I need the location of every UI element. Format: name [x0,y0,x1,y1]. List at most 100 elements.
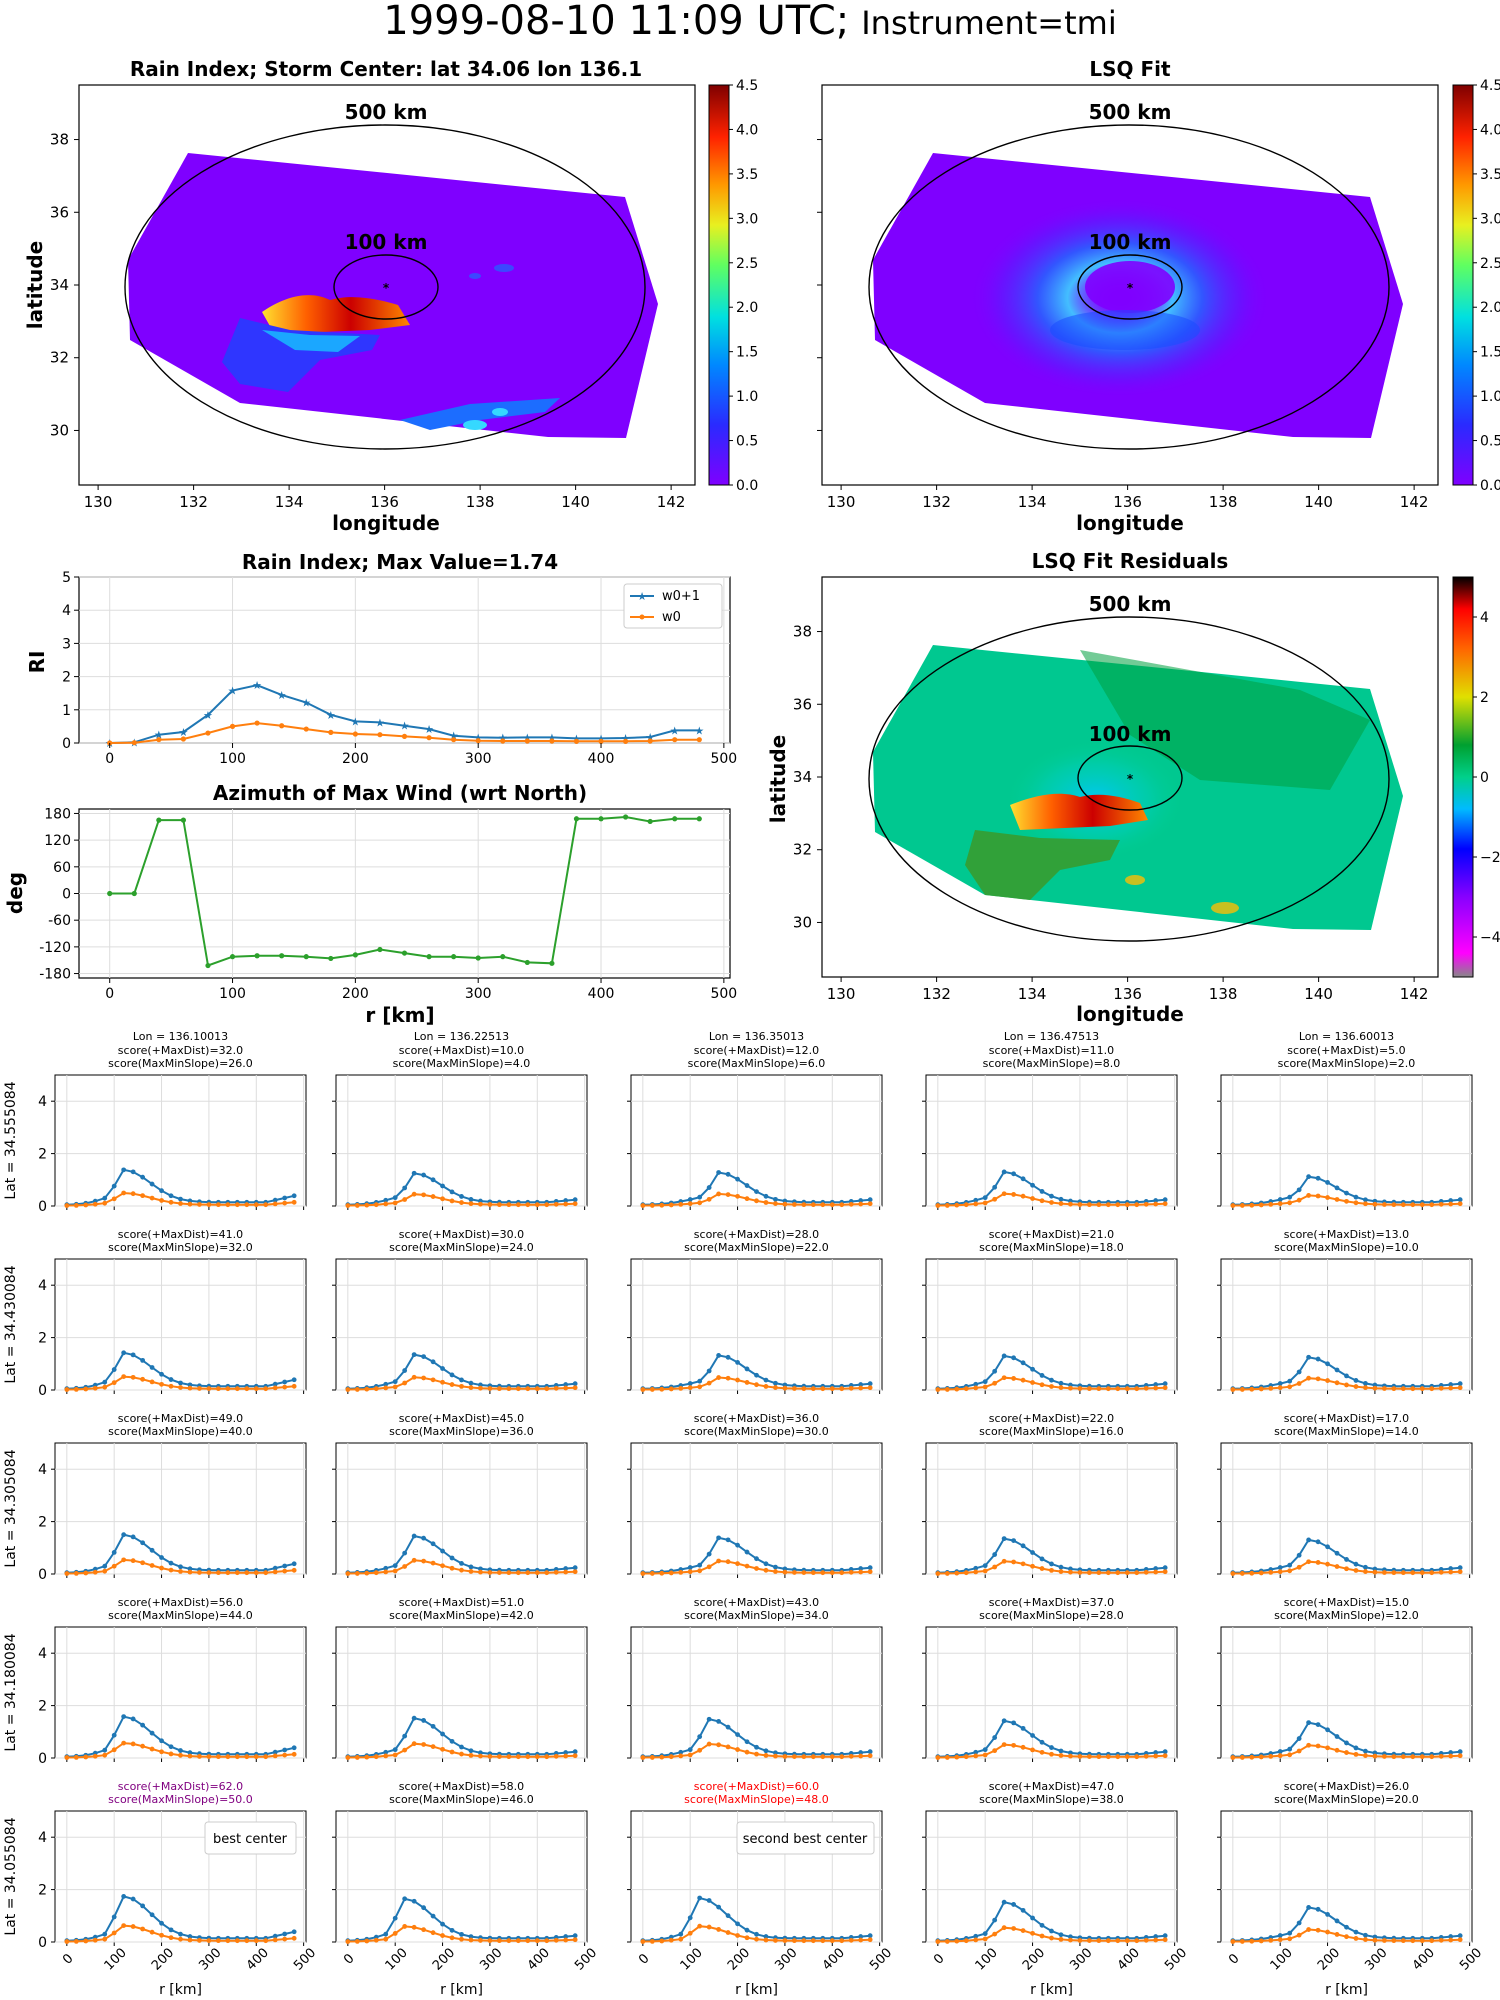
data-point [1239,1571,1245,1576]
data-point [487,1754,493,1759]
data-point [867,1933,873,1939]
data-point [178,1196,183,1202]
rain-index-profile-grid [79,576,730,744]
data-point: ★ [547,731,557,744]
ring-100km-label: 100 km [345,230,428,254]
data-point [706,1368,712,1374]
data-point [364,1386,370,1392]
fit-ring-500km-label: 500 km [1089,100,1172,124]
data-point [440,1921,445,1927]
data-point [782,1569,788,1575]
data-point [440,1746,445,1752]
data-point: ★ [350,715,360,728]
data-point [421,1927,427,1933]
xtick-label: 400 [244,1945,272,1973]
data-point [102,1747,108,1753]
score-maxminslope: score(MaxMinSlope)=34.0 [684,1609,829,1622]
residuals-colorbar-ticks: 4 2 0 −2 −4 [1473,610,1500,946]
data-point [697,1562,703,1568]
data-point [449,1198,455,1204]
data-point [291,1929,297,1935]
data-point [735,1921,740,1927]
data-point [687,1752,693,1758]
data-point [992,1917,998,1923]
data-point: ★ [400,720,410,733]
data-point [697,1568,703,1574]
data-point [572,1201,578,1207]
data-point [992,1931,998,1937]
data-point [706,1564,712,1570]
data-point [1315,1539,1321,1545]
data-point [468,1380,474,1386]
data-point [354,1571,360,1576]
data-point [763,1748,769,1754]
data-point [1162,1933,1168,1939]
data-point [402,1733,408,1739]
data-point [263,1386,269,1392]
xtick-label: 100 [383,1945,411,1973]
ytick-label: 5 [62,570,71,586]
data-point [354,1387,360,1392]
data-point [944,1571,950,1576]
data-point [622,814,629,820]
score-maxminslope: score(MaxMinSlope)=10.0 [1274,1241,1419,1254]
data-point [475,738,481,744]
xtick-label: 136 [1113,985,1142,1003]
data-point [411,1715,417,1721]
data-point [1334,1185,1340,1191]
data-point [1162,1381,1168,1387]
data-point [1153,1385,1159,1391]
data-point [1363,1197,1368,1203]
data-point [1353,1200,1359,1206]
grid-cell: 0 100 200 300 400 500 score(+MaxDist)=60.0scor… [627,1780,895,1998]
data-point [392,1200,398,1206]
data-point [1315,1193,1321,1199]
data-point [1239,1939,1245,1944]
ytick-label: 4 [62,603,71,619]
data-point [706,1185,712,1190]
data-point [973,1749,979,1755]
data-point [149,1912,155,1918]
grid-cell: Lon = 136.47513score(+MaxDist)=11.0score… [922,1030,1178,1210]
data-point [867,1201,873,1207]
data-point [180,817,187,823]
ring-500km-label: 500 km [345,100,428,124]
rain-index-profile-series: ★★★★★★★★★★★★★★★★★★★★★★★★★ [105,679,705,750]
data-point [1162,1197,1168,1203]
data-point [706,1898,712,1903]
data-point [402,1380,408,1386]
xtick-label: 0 [60,1951,76,1967]
legend-marker-w0p1: ★ [637,590,647,603]
data-point [735,1193,740,1199]
data-point [982,1931,988,1937]
data-point [1457,1565,1463,1571]
data-point [1457,1385,1463,1391]
data-point [392,1384,398,1390]
ytick-label: 4 [38,1094,47,1110]
data-point [459,1744,464,1750]
data-point [1306,1375,1312,1381]
data-point [253,1754,259,1760]
score-maxdist: score(+MaxDist)=12.0 [694,1044,819,1057]
data-point [1020,1907,1026,1913]
data-point [982,1379,988,1385]
data-point [1249,1754,1255,1760]
data-point [364,1938,370,1944]
azimuth-profile-xlabel: r [km] [365,1003,434,1027]
data-point [468,1385,474,1390]
data-point [848,1753,854,1759]
colorbar-tick-label: 4.0 [1480,122,1500,138]
data-point [867,1565,873,1571]
data-point [954,1202,960,1208]
cell-xlabel: r [km] [1030,1982,1073,1998]
score-maxdist: score(+MaxDist)=26.0 [1284,1780,1409,1793]
data-point [401,950,408,956]
data-point [735,1176,740,1182]
cell-xlabel: r [km] [1325,1982,1368,1998]
data-point [1001,1191,1007,1197]
fit-ring-100km-label: 100 km [1089,230,1172,254]
data-point [563,1750,569,1755]
data-point [279,953,285,959]
data-point [159,1565,164,1571]
score-maxminslope: score(MaxMinSlope)=16.0 [979,1425,1124,1438]
